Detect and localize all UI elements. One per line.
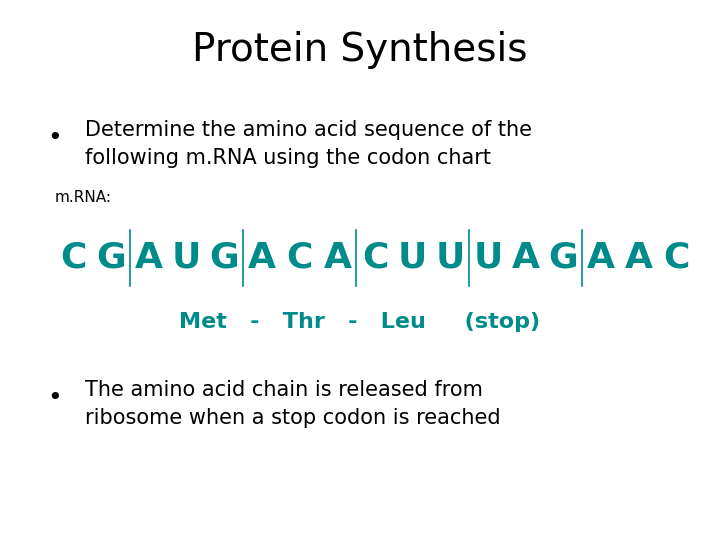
Text: G: G	[96, 241, 126, 275]
Text: G: G	[549, 241, 578, 275]
Text: A: A	[587, 241, 615, 275]
Text: •: •	[48, 126, 63, 150]
Text: U: U	[436, 241, 465, 275]
Text: G: G	[210, 241, 239, 275]
Text: U: U	[398, 241, 428, 275]
Text: U: U	[172, 241, 202, 275]
Text: A: A	[248, 241, 276, 275]
Text: Met   -   Thr   -   Leu     (stop): Met - Thr - Leu (stop)	[179, 312, 541, 332]
Text: ribosome when a stop codon is reached: ribosome when a stop codon is reached	[85, 408, 500, 428]
Text: C: C	[362, 241, 388, 275]
Text: following m.RNA using the codon chart: following m.RNA using the codon chart	[85, 148, 491, 168]
Text: Determine the amino acid sequence of the: Determine the amino acid sequence of the	[85, 120, 532, 140]
Text: •: •	[48, 386, 63, 410]
Text: A: A	[323, 241, 351, 275]
Text: Protein Synthesis: Protein Synthesis	[192, 31, 528, 69]
Text: U: U	[473, 241, 503, 275]
Text: The amino acid chain is released from: The amino acid chain is released from	[85, 380, 483, 400]
Text: A: A	[135, 241, 163, 275]
Text: C: C	[287, 241, 313, 275]
Text: C: C	[663, 241, 689, 275]
Text: A: A	[512, 241, 539, 275]
Text: C: C	[60, 241, 87, 275]
Text: m.RNA:: m.RNA:	[55, 191, 112, 206]
Text: A: A	[624, 241, 652, 275]
